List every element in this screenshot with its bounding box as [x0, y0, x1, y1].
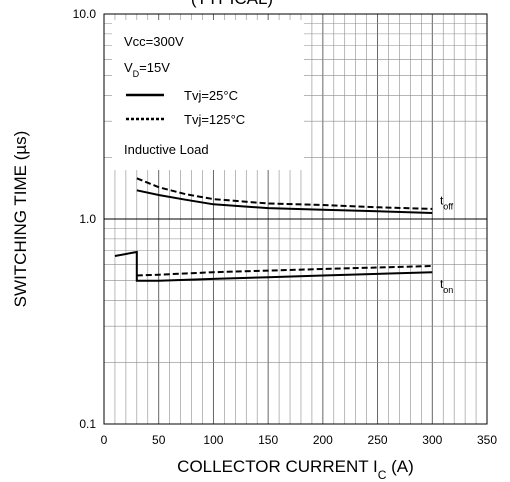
legend-vd: VD=15V: [124, 60, 170, 79]
chart-title-fragment: (TYPICAL): [191, 0, 273, 8]
y-tick-label: 10.0: [73, 7, 97, 21]
x-tick-label: 150: [258, 433, 278, 447]
y-tick-label: 0.1: [79, 417, 96, 431]
series-toff-tvj125: [136, 177, 433, 210]
x-tick-label: 250: [368, 433, 388, 447]
legend-vcc: Vcc=300V: [124, 34, 184, 49]
legend-note: Inductive Load: [124, 142, 209, 157]
x-tick-labels: 0 50 100 150 200 250 300 350: [101, 433, 498, 447]
y-axis-label: SWITCHING TIME (µs): [11, 131, 30, 308]
y-tick-label: 1.0: [79, 212, 96, 226]
x-axis-label: COLLECTOR CURRENT IC (A): [177, 457, 414, 482]
series-toff-tvj25: [136, 189, 433, 214]
series-lines: [114, 177, 433, 282]
legend-label-tvj125: Tvj=125°C: [184, 112, 245, 127]
x-tick-label: 200: [313, 433, 333, 447]
x-tick-label: 100: [203, 433, 223, 447]
x-tick-label: 350: [477, 433, 497, 447]
x-tick-label: 0: [101, 433, 108, 447]
legend: Vcc=300V VD=15V Tvj=25°C Tvj=125°C Inductive…: [124, 34, 245, 157]
annotation-ton: ton: [440, 277, 453, 295]
x-tick-label: 300: [422, 433, 442, 447]
y-tick-labels: 0.1 1.0 10.0: [73, 7, 97, 431]
annotations: toff ton: [440, 193, 454, 295]
plot-frame: [103, 13, 488, 425]
series-ton-tvj125: [136, 265, 433, 277]
x-tick-label: 50: [152, 433, 166, 447]
series-ton-tvj25: [114, 250, 433, 282]
legend-label-tvj25: Tvj=25°C: [184, 88, 238, 103]
annotation-toff: toff: [440, 193, 454, 211]
